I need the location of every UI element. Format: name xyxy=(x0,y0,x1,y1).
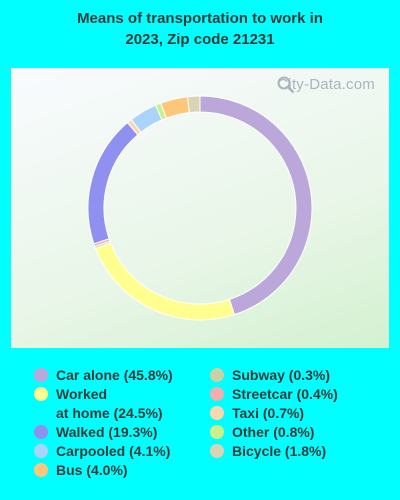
legend-label: Streetcar (0.4%) xyxy=(232,386,338,402)
legend-swatch xyxy=(210,406,224,420)
legend-label-line-2: at home (24.5%) xyxy=(56,405,163,421)
chart-title-line-2: 2023, Zip code 21231 xyxy=(125,31,275,48)
legend-label: Subway (0.3%) xyxy=(232,367,331,383)
legend-column-1: Car alone (45.8%) Worked at home (24.5%)… xyxy=(34,366,173,480)
legend-item-car-alone: Car alone (45.8%) xyxy=(34,366,173,385)
pie-slice-car-alone xyxy=(199,95,313,316)
legend-swatch xyxy=(34,425,48,439)
magnifier-icon xyxy=(277,76,295,94)
plot-area: City-Data.com xyxy=(11,68,389,348)
legend-item-other: Other (0.8%) xyxy=(210,423,338,442)
legend-label: Taxi (0.7%) xyxy=(232,405,305,421)
pie-slice-walked xyxy=(87,121,139,245)
legend-label: Walked (19.3%) xyxy=(56,424,158,440)
legend-label: Worked xyxy=(56,386,108,402)
legend-item-walked: Walked (19.3%) xyxy=(34,423,173,442)
legend-label: Car alone (45.8%) xyxy=(56,367,173,383)
legend-label: Bus (4.0%) xyxy=(56,462,128,478)
legend-item-carpooled: Carpooled (4.1%) xyxy=(34,442,173,461)
legend-item-taxi: Taxi (0.7%) xyxy=(210,404,338,423)
pie-slice-bicycle xyxy=(187,95,201,114)
legend-swatch xyxy=(210,368,224,382)
pie-slice-bus xyxy=(160,96,190,119)
legend-label: Other (0.8%) xyxy=(232,424,315,440)
legend-swatch xyxy=(210,425,224,439)
donut-chart xyxy=(87,95,313,321)
legend-swatch xyxy=(34,463,48,477)
legend-item-bicycle: Bicycle (1.8%) xyxy=(210,442,338,461)
watermark: City-Data.com xyxy=(277,76,375,94)
legend-item-bus: Bus (4.0%) xyxy=(34,461,173,480)
legend-label: Carpooled (4.1%) xyxy=(56,443,171,459)
legend-label: Bicycle (1.8%) xyxy=(232,443,327,459)
legend-item-subway: Subway (0.3%) xyxy=(210,366,338,385)
chart-title: Means of transportation to work in 2023,… xyxy=(0,8,400,50)
legend-swatch xyxy=(34,387,48,401)
legend-item-streetcar: Streetcar (0.4%) xyxy=(210,385,338,404)
legend-swatch xyxy=(34,368,48,382)
legend-item-worked-at-home: Worked at home (24.5%) xyxy=(34,385,173,423)
legend-swatch xyxy=(210,387,224,401)
chart-title-line-1: Means of transportation to work in xyxy=(77,10,323,27)
legend-swatch xyxy=(210,444,224,458)
legend-swatch xyxy=(34,444,48,458)
watermark-text: City-Data.com xyxy=(277,76,375,93)
pie-slice-worked-at-home xyxy=(94,241,236,321)
legend-column-2: Subway (0.3%) Streetcar (0.4%) Taxi (0.7… xyxy=(210,366,338,461)
